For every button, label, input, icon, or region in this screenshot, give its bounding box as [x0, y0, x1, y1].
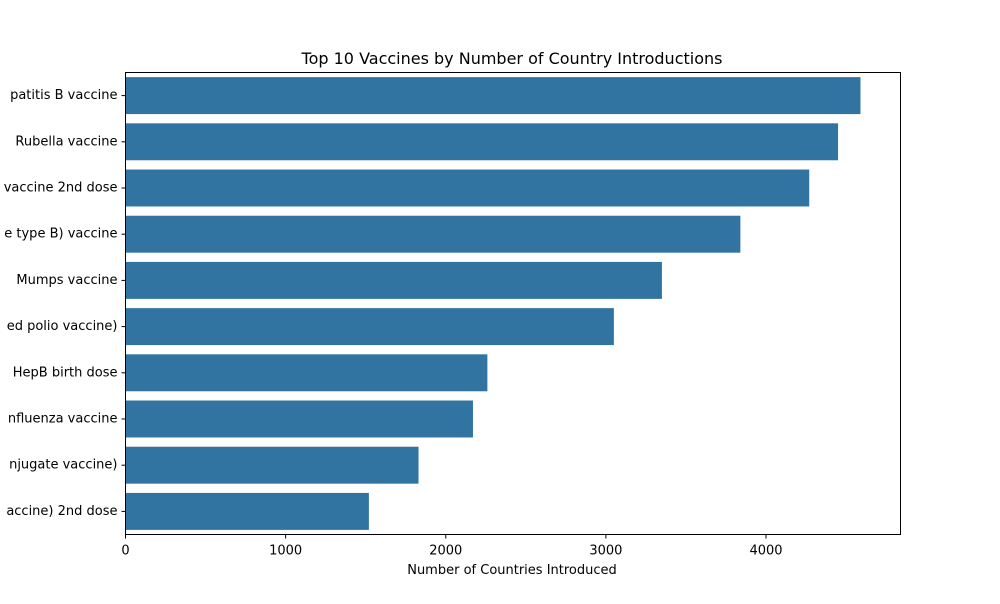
- bar: [125, 77, 861, 115]
- y-tick-label: patitis B vaccine: [10, 88, 117, 103]
- x-tick-label: 0: [121, 544, 129, 559]
- bar: [125, 492, 369, 530]
- x-axis-ticks: 0 1000 2000 3000 4000: [121, 534, 783, 559]
- y-tick-label: e type B) vaccine: [4, 227, 117, 242]
- bar: [125, 308, 614, 346]
- y-tick-label: Mumps vaccine: [16, 273, 117, 288]
- y-tick-label: accine) 2nd dose: [6, 504, 117, 519]
- x-tick-label: 1000: [269, 544, 302, 559]
- y-tick-label: Rubella vaccine: [15, 134, 117, 149]
- y-tick-label: ed polio vaccine): [7, 319, 118, 334]
- plot-frame: [125, 72, 901, 535]
- x-tick-label: 3000: [589, 544, 622, 559]
- bars-layer: [125, 77, 861, 530]
- x-tick-label: 2000: [429, 544, 462, 559]
- y-tick-label: HepB birth dose: [13, 365, 118, 380]
- y-axis-ticks: patitis B vaccine Rubella vaccine vaccine …: [4, 88, 126, 519]
- x-axis-label: Number of Countries Introduced: [407, 563, 617, 578]
- x-tick-label: 4000: [749, 544, 782, 559]
- bar: [125, 446, 419, 484]
- chart-title: Top 10 Vaccines by Number of Country Int…: [301, 49, 723, 68]
- bar: [125, 123, 839, 161]
- y-tick-label: njugate vaccine): [9, 458, 117, 473]
- bar: [125, 169, 810, 207]
- bar: [125, 215, 741, 253]
- bar: [125, 400, 473, 438]
- bar: [125, 354, 488, 392]
- y-tick-label: vaccine 2nd dose: [4, 181, 118, 196]
- bar: [125, 261, 662, 299]
- y-tick-label: nfluenza vaccine: [8, 412, 118, 427]
